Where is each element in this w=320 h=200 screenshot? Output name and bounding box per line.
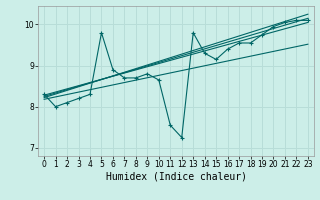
X-axis label: Humidex (Indice chaleur): Humidex (Indice chaleur) bbox=[106, 172, 246, 182]
